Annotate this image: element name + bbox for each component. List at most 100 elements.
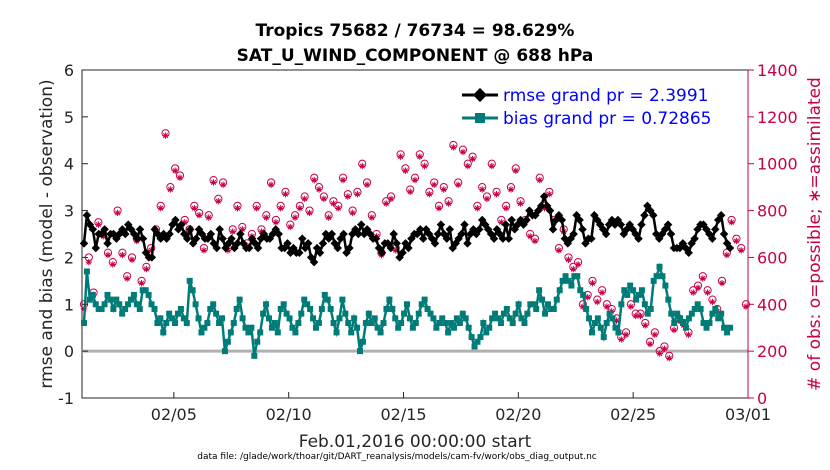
rmse-point (233, 239, 242, 248)
x-axis-label: Feb.01,2016 00:00:00 start (299, 432, 532, 452)
rmse-point (206, 229, 216, 239)
legend-bias-marker (475, 113, 485, 123)
obs-assimilated-point (709, 298, 716, 306)
obs-assimilated-point (464, 162, 471, 170)
bias-point (251, 352, 258, 359)
obs-assimilated-point (229, 228, 236, 235)
bias-point (603, 320, 610, 327)
bias-point (591, 320, 598, 327)
obs-assimilated-point (123, 275, 131, 282)
rmse-point (171, 215, 180, 225)
y-tick-label: 6 (64, 61, 74, 80)
y2-axis-label: # of obs: o=possible; ∗=assimilated (805, 77, 825, 391)
bias-point (401, 310, 408, 317)
bias-point (163, 320, 170, 327)
y2-tick-label: 1200 (757, 108, 798, 127)
rmse-point (283, 239, 292, 248)
bias-point (506, 315, 513, 322)
obs-assimilated-point (282, 190, 289, 198)
rmse-point (504, 234, 514, 243)
bias-point (81, 320, 87, 327)
obs-assimilated-point (344, 193, 352, 200)
bias-point (265, 315, 272, 322)
rmse-point (215, 225, 224, 234)
bias-point (600, 334, 607, 341)
bias-point (612, 324, 619, 331)
bias-point (104, 291, 111, 298)
obs-assimilated-point (397, 153, 404, 160)
bias-point (277, 305, 284, 312)
bias-point (142, 287, 149, 294)
obs-assimilated-point (167, 186, 174, 193)
obs-assimilated-point (104, 251, 112, 259)
bias-point (157, 315, 164, 322)
bias-point (500, 310, 507, 317)
obs-assimilated-point (637, 312, 644, 320)
obs-assimilated-point (219, 181, 227, 188)
rmse-point (227, 234, 236, 243)
bias-point (292, 329, 299, 336)
bias-point (588, 329, 595, 336)
bias-point (586, 315, 593, 322)
chart-subtitle: SAT_U_WIND_COMPONENT @ 688 hPa (237, 46, 594, 66)
obs-assimilated-point (622, 331, 630, 338)
rmse-point (436, 220, 446, 229)
bias-point (727, 324, 733, 331)
rmse-point (398, 248, 407, 257)
bias-point (213, 310, 220, 317)
rmse-point (100, 225, 109, 234)
x-tick-label: 02/10 (266, 405, 312, 424)
bias-point (559, 277, 566, 284)
bias-point (310, 315, 317, 322)
obs-assimilated-point (690, 289, 697, 296)
bias-point (544, 301, 551, 308)
obs-assimilated-point (642, 322, 649, 329)
obs-assimilated-point (301, 195, 308, 203)
bias-point (633, 296, 640, 303)
obs-assimilated-point (315, 186, 323, 193)
y2-tick-label: 800 (757, 202, 788, 221)
bias-point (682, 324, 689, 331)
bias-point (715, 315, 722, 322)
obs-assimilated-point (210, 179, 217, 186)
bias-point (286, 315, 293, 322)
obs-assimilated-point (263, 214, 270, 221)
rmse-point (274, 229, 283, 239)
obs-assimilated-point (306, 209, 313, 217)
bias-point (644, 310, 651, 317)
obs-assimilated-point (488, 162, 495, 170)
bias-point (359, 338, 366, 345)
y2-tick-label: 0 (757, 389, 767, 408)
bias-point (436, 320, 443, 327)
bias-point (615, 329, 622, 336)
bias-point (236, 296, 243, 303)
bias-point (659, 273, 666, 280)
obs-assimilated-point (661, 345, 668, 352)
obs-assimilated-point (565, 256, 572, 263)
bias-point (694, 301, 701, 308)
bias-point (160, 329, 167, 336)
y2-tick-label: 400 (757, 295, 788, 314)
bias-point (653, 273, 660, 280)
bias-point (263, 301, 270, 308)
bias-point (706, 320, 713, 327)
bias-point (568, 282, 575, 289)
rmse-point (460, 220, 469, 229)
obs-assimilated-point (603, 303, 611, 310)
bias-point (119, 310, 126, 317)
bias-point (453, 315, 460, 322)
bias-point (442, 320, 449, 327)
bias-point (609, 315, 616, 322)
bias-point (539, 296, 546, 303)
obs-assimilated-point (205, 214, 212, 221)
rmse-point (416, 225, 425, 234)
obs-assimilated-point (128, 256, 136, 263)
legend-rmse-marker (472, 87, 488, 103)
bias-point (148, 301, 155, 308)
obs-assimilated-point (723, 251, 731, 259)
bias-point (257, 329, 264, 336)
bias-point (298, 310, 305, 317)
bias-point (169, 315, 176, 322)
y-tick-label: 4 (64, 155, 74, 174)
footnote-data-file: data file: /glade/work/thoar/git/DART_re… (197, 452, 597, 462)
